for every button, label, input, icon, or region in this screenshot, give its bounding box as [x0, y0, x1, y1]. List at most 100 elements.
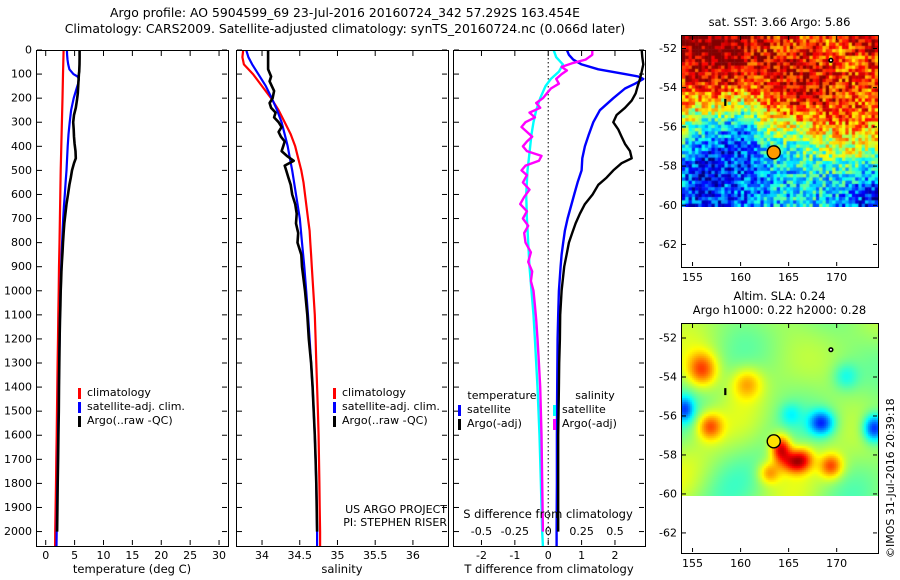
tick-label: 1100 [4, 308, 32, 321]
difference-legend-temperature: temperature satellite Argo(-adj) [458, 389, 546, 431]
s-argo-swatch [553, 418, 556, 430]
aux-float-dot-center [829, 59, 832, 62]
tick-label: 100 [11, 68, 32, 81]
tick-label: 200 [11, 92, 32, 105]
argo-raw-line [266, 50, 319, 532]
legend-label: satellite-adj. clim. [87, 400, 185, 413]
legend-item: satellite [458, 403, 546, 417]
legend-label: satellite [562, 403, 606, 416]
legend-label: satellite [467, 403, 511, 416]
tick-label: -62 [659, 526, 677, 539]
tick-label: 35.5 [363, 549, 388, 562]
tick-label: 500 [11, 164, 32, 177]
legend-item: satellite [553, 403, 637, 417]
project-credit-line1: US ARGO PROJECT [345, 503, 447, 516]
legend-label: climatology [342, 386, 406, 399]
tick-label: 165 [778, 557, 799, 570]
tick-label: 1 [578, 549, 585, 562]
difference_profile-panel: -2 -1 0 1 2 -0.5 -0.25 0 0.25 0.5 [453, 49, 646, 562]
t-satellite-diff-line [555, 50, 645, 546]
t-difference-axis-label: T difference from climatology [464, 562, 634, 576]
tick-label: 34.5 [288, 549, 313, 562]
temperature-legend: climatology satellite-adj. clim. Argo(..… [78, 386, 185, 428]
sla_map-axes: 155 160 165 170 -52 -54 -56 -58 -60 -62 [659, 323, 879, 570]
tick-label: 170 [826, 271, 847, 284]
tick-label: 300 [11, 116, 32, 129]
tick-label: 400 [11, 140, 32, 153]
difference-legend-salinity: salinity satellite Argo(-adj) [553, 389, 637, 431]
tick-label: 0.25 [569, 525, 594, 538]
aux-float-dash [724, 388, 727, 396]
legend-item: Argo(..raw -QC) [78, 414, 185, 428]
legend-item: climatology [78, 386, 185, 400]
tick-label: 1900 [4, 501, 32, 514]
satellite-clim-swatch [333, 401, 336, 413]
tick-label: -58 [659, 160, 677, 173]
tick-label: 1500 [4, 405, 32, 418]
imos-watermark: ©IMOS 31-Jul-2016 20:39:18 [884, 398, 897, 558]
tick-label: -2 [476, 549, 487, 562]
tick-label: -58 [659, 448, 677, 461]
salinity_profile-panel: 34 34.5 35 35.5 36 [236, 49, 449, 562]
climatology-swatch [333, 387, 336, 399]
axes-box [36, 50, 229, 547]
sst-map-title: sat. SST: 3.66 Argo: 5.86 [708, 15, 851, 29]
climatology-swatch [78, 387, 81, 399]
tick-label: 170 [826, 557, 847, 570]
legend-label: satellite-adj. clim. [342, 400, 440, 413]
legend-item: Argo(..raw -QC) [333, 414, 440, 428]
project-credit-line2: PI: STEPHEN RISER [343, 516, 447, 529]
s-satellite-swatch [553, 404, 556, 416]
sla-map-title-line1: Altim. SLA: 0.24 [733, 289, 826, 303]
legend-item: Argo(-adj) [553, 417, 637, 431]
legend-item: climatology [333, 386, 440, 400]
aux-float-dot-center [829, 348, 832, 351]
tick-label: -60 [659, 199, 677, 212]
legend-item: satellite-adj. clim. [333, 400, 440, 414]
tick-label: 10 [96, 549, 110, 562]
tick-label: 25 [183, 549, 197, 562]
tick-label: 1000 [4, 284, 32, 297]
tick-label: -56 [659, 120, 677, 133]
legend-item: satellite-adj. clim. [78, 400, 185, 414]
legend-label: climatology [87, 386, 151, 399]
tick-label: 165 [778, 271, 799, 284]
tick-label: 34 [255, 549, 269, 562]
legend-label: Argo(..raw -QC) [87, 414, 173, 427]
t-argo-diff-line [557, 50, 645, 532]
tick-label: -56 [659, 409, 677, 422]
salinity-axis-label: salinity [321, 562, 363, 576]
argo-float-marker [766, 145, 781, 160]
tick-label: 15 [125, 549, 139, 562]
temperature-axis-label: temperature (deg C) [72, 562, 192, 576]
tick-label: 1800 [4, 477, 32, 490]
s-satellite-diff-line [525, 50, 565, 546]
tick-label: 160 [730, 557, 751, 570]
argo-float-marker [766, 434, 781, 449]
argo-raw-line [55, 50, 81, 532]
tick-label: 0 [545, 525, 552, 538]
tick-label: -1 [509, 549, 520, 562]
tick-label: 1300 [4, 357, 32, 370]
tick-label: 160 [730, 271, 751, 284]
tick-label: 36 [406, 549, 420, 562]
legend-label: Argo(..raw -QC) [342, 414, 428, 427]
tick-label: 0.5 [606, 525, 624, 538]
tick-label: 35 [330, 549, 344, 562]
tick-label: 700 [11, 212, 32, 225]
tick-label: 2 [611, 549, 618, 562]
tick-label: -52 [659, 42, 677, 55]
argo-swatch [78, 415, 81, 427]
figure-title-line1: Argo profile: AO 5904599_69 23-Jul-2016 … [110, 5, 580, 20]
tick-label: 1400 [4, 381, 32, 394]
tick-label: 1200 [4, 332, 32, 345]
tick-label: -0.5 [471, 525, 492, 538]
tick-label: -60 [659, 487, 677, 500]
satellite-clim-swatch [78, 401, 81, 413]
tick-label: 800 [11, 236, 32, 249]
tick-label: -62 [659, 238, 677, 251]
tick-label: 0 [545, 549, 552, 562]
tick-label: 155 [682, 271, 703, 284]
